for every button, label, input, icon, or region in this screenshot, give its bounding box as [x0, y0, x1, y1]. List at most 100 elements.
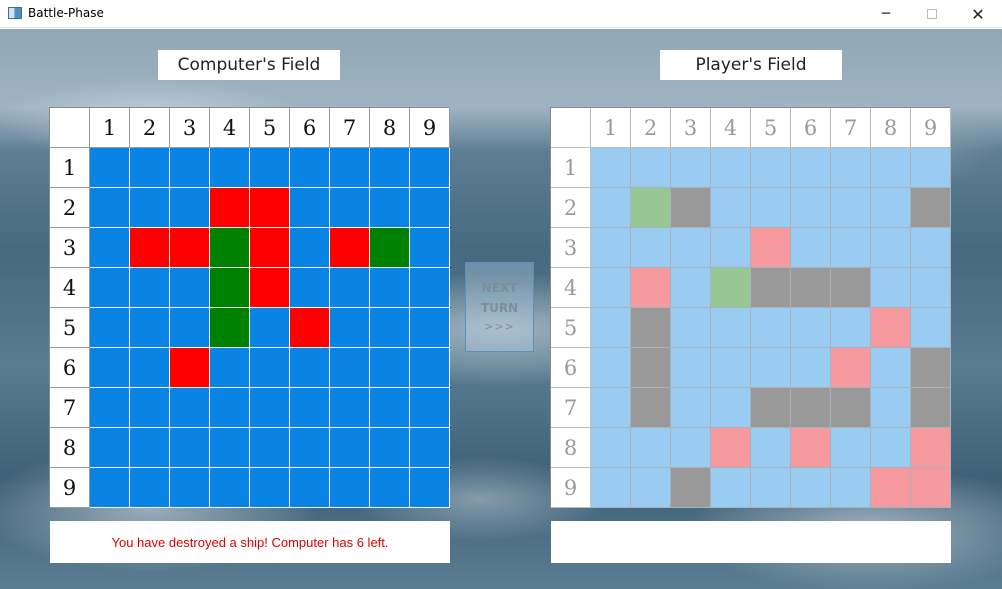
computer-field-cell[interactable]	[250, 188, 290, 228]
computer-field-cell[interactable]	[290, 468, 330, 508]
computer-field-cell[interactable]	[370, 468, 410, 508]
computer-field-cell[interactable]	[330, 148, 370, 188]
computer-field-cell[interactable]	[210, 148, 250, 188]
computer-field-cell[interactable]	[90, 348, 130, 388]
player-field-cell	[831, 388, 871, 428]
computer-field-cell[interactable]	[210, 308, 250, 348]
player-field-row-header: 1	[551, 148, 591, 188]
player-field-cell	[751, 468, 791, 508]
computer-field-cell[interactable]	[90, 428, 130, 468]
computer-field-cell[interactable]	[210, 228, 250, 268]
computer-field-cell[interactable]	[210, 268, 250, 308]
computer-field-cell[interactable]	[290, 268, 330, 308]
computer-field-cell[interactable]	[210, 388, 250, 428]
player-field-cell	[911, 348, 951, 388]
computer-field-cell[interactable]	[290, 148, 330, 188]
computer-field-row-header: 7	[50, 388, 90, 428]
computer-field-cell[interactable]	[130, 148, 170, 188]
computer-field-cell[interactable]	[130, 268, 170, 308]
computer-field-cell[interactable]	[210, 428, 250, 468]
computer-field-cell[interactable]	[290, 348, 330, 388]
computer-field-cell[interactable]	[130, 188, 170, 228]
computer-field-cell[interactable]	[370, 228, 410, 268]
minimize-button[interactable]: ─	[881, 6, 891, 22]
computer-field-cell[interactable]	[170, 228, 210, 268]
player-status-box	[551, 521, 951, 563]
computer-field-cell[interactable]	[250, 388, 290, 428]
computer-field-cell[interactable]	[370, 188, 410, 228]
computer-field-cell[interactable]	[250, 228, 290, 268]
computer-field-cell[interactable]	[330, 348, 370, 388]
computer-field-cell[interactable]	[170, 308, 210, 348]
computer-field-cell[interactable]	[250, 308, 290, 348]
computer-field-cell[interactable]	[370, 388, 410, 428]
computer-field-cell[interactable]	[330, 388, 370, 428]
player-field-col-header: 6	[791, 108, 831, 148]
computer-field-cell[interactable]	[330, 268, 370, 308]
computer-field-cell[interactable]	[330, 188, 370, 228]
player-field-cell	[871, 388, 911, 428]
computer-field-cell[interactable]	[170, 188, 210, 228]
computer-field-cell[interactable]	[210, 188, 250, 228]
computer-field-cell[interactable]	[330, 468, 370, 508]
player-field-cell	[671, 348, 711, 388]
computer-field-cell[interactable]	[290, 388, 330, 428]
computer-field-cell[interactable]	[370, 148, 410, 188]
computer-field-cell[interactable]	[370, 268, 410, 308]
next-turn-arrows: >>>	[484, 320, 515, 333]
computer-field-col-header: 5	[250, 108, 290, 148]
computer-field-cell[interactable]	[410, 228, 450, 268]
computer-field-cell[interactable]	[410, 348, 450, 388]
computer-field-cell[interactable]	[170, 388, 210, 428]
computer-field-cell[interactable]	[410, 468, 450, 508]
computer-field-cell[interactable]	[250, 268, 290, 308]
computer-field-cell[interactable]	[250, 348, 290, 388]
computer-field-cell[interactable]	[370, 308, 410, 348]
computer-field-cell[interactable]	[90, 148, 130, 188]
computer-field-cell[interactable]	[130, 348, 170, 388]
computer-field-cell[interactable]	[290, 308, 330, 348]
computer-field-cell[interactable]	[330, 228, 370, 268]
computer-field-cell[interactable]	[290, 428, 330, 468]
computer-field-cell[interactable]	[130, 308, 170, 348]
computer-field-cell[interactable]	[410, 388, 450, 428]
computer-field-cell[interactable]	[130, 428, 170, 468]
computer-field-cell[interactable]	[170, 148, 210, 188]
computer-field-cell[interactable]	[170, 268, 210, 308]
computer-field-cell[interactable]	[330, 428, 370, 468]
computer-field-cell[interactable]	[370, 348, 410, 388]
computer-field-cell[interactable]	[170, 468, 210, 508]
computer-field-cell[interactable]	[410, 268, 450, 308]
computer-field-cell[interactable]	[90, 268, 130, 308]
next-turn-label-2: TURN	[480, 301, 519, 315]
computer-field-cell[interactable]	[170, 348, 210, 388]
computer-field-cell[interactable]	[90, 468, 130, 508]
computer-field-cell[interactable]	[410, 148, 450, 188]
computer-field-cell[interactable]	[210, 468, 250, 508]
app-icon	[8, 7, 22, 19]
close-button[interactable]: ✕	[971, 4, 985, 24]
computer-field-cell[interactable]	[410, 188, 450, 228]
computer-field-cell[interactable]	[130, 228, 170, 268]
computer-field-cell[interactable]	[370, 428, 410, 468]
computer-field-cell[interactable]	[330, 308, 370, 348]
computer-field-cell[interactable]	[250, 468, 290, 508]
player-field-cell	[791, 308, 831, 348]
computer-field-cell[interactable]	[210, 348, 250, 388]
computer-field-cell[interactable]	[250, 148, 290, 188]
next-turn-button[interactable]: NEXT TURN >>>	[465, 262, 534, 352]
maximize-button[interactable]	[909, 0, 955, 28]
computer-field-cell[interactable]	[290, 188, 330, 228]
computer-field-cell[interactable]	[130, 468, 170, 508]
computer-field-cell[interactable]	[250, 428, 290, 468]
computer-field-cell[interactable]	[170, 428, 210, 468]
computer-field-cell[interactable]	[90, 188, 130, 228]
computer-field-cell[interactable]	[90, 228, 130, 268]
computer-field-cell[interactable]	[90, 388, 130, 428]
computer-field-cell[interactable]	[130, 388, 170, 428]
player-field-cell	[791, 428, 831, 468]
computer-field-cell[interactable]	[290, 228, 330, 268]
computer-field-cell[interactable]	[410, 428, 450, 468]
computer-field-cell[interactable]	[410, 308, 450, 348]
computer-field-cell[interactable]	[90, 308, 130, 348]
